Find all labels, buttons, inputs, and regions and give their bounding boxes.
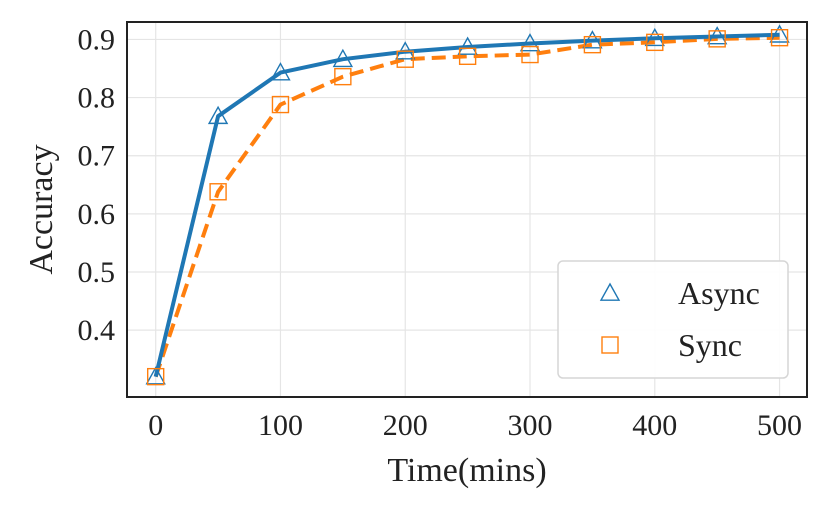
data-point-sync	[770, 28, 789, 47]
series-line-async	[153, 32, 780, 378]
data-point-sync	[521, 45, 539, 64]
data-point-sync	[708, 30, 726, 48]
grid-lines	[127, 22, 807, 397]
y-tick-label: 0.5	[78, 256, 116, 289]
data-point-async	[582, 30, 603, 49]
data-point-async	[332, 48, 354, 68]
y-tick-label: 0.6	[78, 198, 116, 231]
series-lines	[153, 32, 780, 378]
data-point-async	[270, 62, 291, 81]
data-point-sync	[271, 95, 290, 114]
data-point-async	[457, 36, 478, 55]
data-point-async	[145, 366, 166, 385]
series-line-sync	[153, 35, 780, 378]
y-tick-label: 0.7	[78, 140, 116, 173]
data-point-sync	[209, 183, 227, 201]
y-tick-label: 0.9	[78, 23, 116, 56]
x-tick-label: 500	[757, 409, 802, 442]
x-tick-label: 200	[383, 409, 428, 442]
legend-label-async: Async	[678, 275, 760, 311]
x-tick-label: 100	[258, 409, 303, 442]
data-point-async	[207, 105, 229, 125]
legend-marker-async	[599, 282, 621, 301]
series-markers	[145, 24, 790, 386]
data-point-sync	[146, 367, 165, 386]
y-axis-title: Accuracy	[23, 144, 60, 274]
legend: Async Sync	[557, 260, 789, 379]
x-axis-title: Time(mins)	[387, 452, 546, 489]
plot-frame	[126, 21, 808, 398]
legend-label-sync: Sync	[678, 327, 742, 363]
x-tick-label: 400	[632, 409, 677, 442]
data-point-sync	[334, 67, 352, 86]
data-point-async	[706, 26, 728, 45]
data-point-async	[519, 33, 541, 52]
x-tick-label: 300	[508, 409, 553, 442]
y-tick-label: 0.8	[78, 82, 116, 115]
legend-marker-sync	[601, 336, 619, 354]
x-tick-label: 0	[148, 409, 163, 442]
data-point-sync	[583, 35, 602, 54]
data-point-async	[769, 24, 790, 43]
legend-box	[557, 260, 789, 379]
y-tick-label: 0.4	[78, 314, 116, 347]
data-point-async	[644, 27, 665, 47]
data-point-sync	[646, 33, 664, 52]
tick-labels: 0 100 200 300 400 500 0.4 0.5 0.6 0.7 0.8 0.9	[78, 23, 803, 442]
data-point-sync	[396, 50, 414, 68]
data-point-sync	[458, 47, 477, 66]
